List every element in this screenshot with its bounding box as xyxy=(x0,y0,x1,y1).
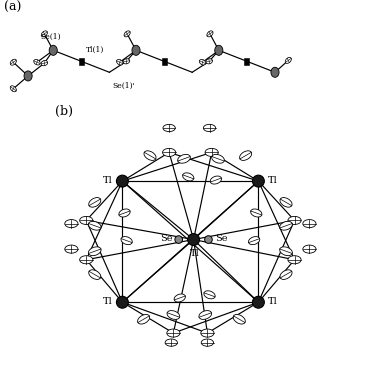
Ellipse shape xyxy=(167,311,180,320)
Ellipse shape xyxy=(65,220,78,228)
Circle shape xyxy=(24,71,32,81)
Ellipse shape xyxy=(201,339,213,346)
Ellipse shape xyxy=(144,151,156,160)
Circle shape xyxy=(271,67,279,77)
Ellipse shape xyxy=(211,154,224,163)
Ellipse shape xyxy=(182,173,194,181)
Ellipse shape xyxy=(123,59,130,64)
Ellipse shape xyxy=(288,216,301,224)
Text: Tl(1): Tl(1) xyxy=(86,46,104,54)
Text: (a): (a) xyxy=(4,1,21,14)
Ellipse shape xyxy=(174,294,185,302)
Circle shape xyxy=(188,234,199,246)
Ellipse shape xyxy=(124,31,130,37)
Ellipse shape xyxy=(167,329,180,337)
Ellipse shape xyxy=(80,256,93,264)
Ellipse shape xyxy=(206,59,213,64)
Text: Tl: Tl xyxy=(268,176,278,184)
Ellipse shape xyxy=(285,57,291,63)
Ellipse shape xyxy=(178,154,190,163)
Ellipse shape xyxy=(233,314,245,324)
Ellipse shape xyxy=(163,124,175,132)
Text: Tl: Tl xyxy=(103,297,113,306)
Ellipse shape xyxy=(280,270,292,279)
Ellipse shape xyxy=(204,291,215,299)
Circle shape xyxy=(132,45,140,55)
Circle shape xyxy=(116,175,128,187)
Ellipse shape xyxy=(89,198,101,207)
Ellipse shape xyxy=(280,198,292,207)
Text: Se(1)': Se(1)' xyxy=(112,82,135,89)
Ellipse shape xyxy=(121,236,132,244)
Ellipse shape xyxy=(240,151,252,160)
Text: Tl: Tl xyxy=(268,297,278,306)
Circle shape xyxy=(253,175,264,187)
Ellipse shape xyxy=(41,31,48,37)
Circle shape xyxy=(175,236,182,243)
Circle shape xyxy=(205,236,212,243)
Ellipse shape xyxy=(199,311,211,320)
Text: Tl: Tl xyxy=(190,249,199,258)
Ellipse shape xyxy=(288,256,301,264)
Ellipse shape xyxy=(205,148,218,156)
Ellipse shape xyxy=(203,124,216,132)
Circle shape xyxy=(215,45,223,55)
Text: Tl: Tl xyxy=(103,176,113,184)
Ellipse shape xyxy=(280,221,292,230)
Bar xyxy=(244,58,250,64)
Ellipse shape xyxy=(34,59,40,65)
Ellipse shape xyxy=(10,59,16,65)
Ellipse shape xyxy=(210,176,222,184)
Text: (b): (b) xyxy=(55,105,73,118)
Circle shape xyxy=(116,296,128,308)
Ellipse shape xyxy=(119,209,130,217)
Ellipse shape xyxy=(207,31,213,37)
Ellipse shape xyxy=(89,270,101,279)
Text: Se: Se xyxy=(160,234,172,243)
Ellipse shape xyxy=(41,60,48,66)
Ellipse shape xyxy=(303,220,316,228)
Ellipse shape xyxy=(303,245,316,253)
Text: Se: Se xyxy=(215,234,227,243)
Ellipse shape xyxy=(162,148,176,156)
Ellipse shape xyxy=(89,221,101,230)
Bar xyxy=(161,58,167,64)
Ellipse shape xyxy=(138,314,150,324)
Bar xyxy=(79,58,84,64)
Circle shape xyxy=(253,296,264,308)
Ellipse shape xyxy=(80,216,93,224)
Ellipse shape xyxy=(10,86,16,92)
Ellipse shape xyxy=(89,247,101,256)
Ellipse shape xyxy=(116,59,123,65)
Ellipse shape xyxy=(201,329,214,337)
Circle shape xyxy=(49,45,57,55)
Ellipse shape xyxy=(199,59,206,65)
Ellipse shape xyxy=(280,247,292,256)
Ellipse shape xyxy=(248,236,260,244)
Ellipse shape xyxy=(65,245,78,253)
Text: Se(1): Se(1) xyxy=(40,33,61,41)
Ellipse shape xyxy=(165,339,178,346)
Ellipse shape xyxy=(251,209,262,217)
